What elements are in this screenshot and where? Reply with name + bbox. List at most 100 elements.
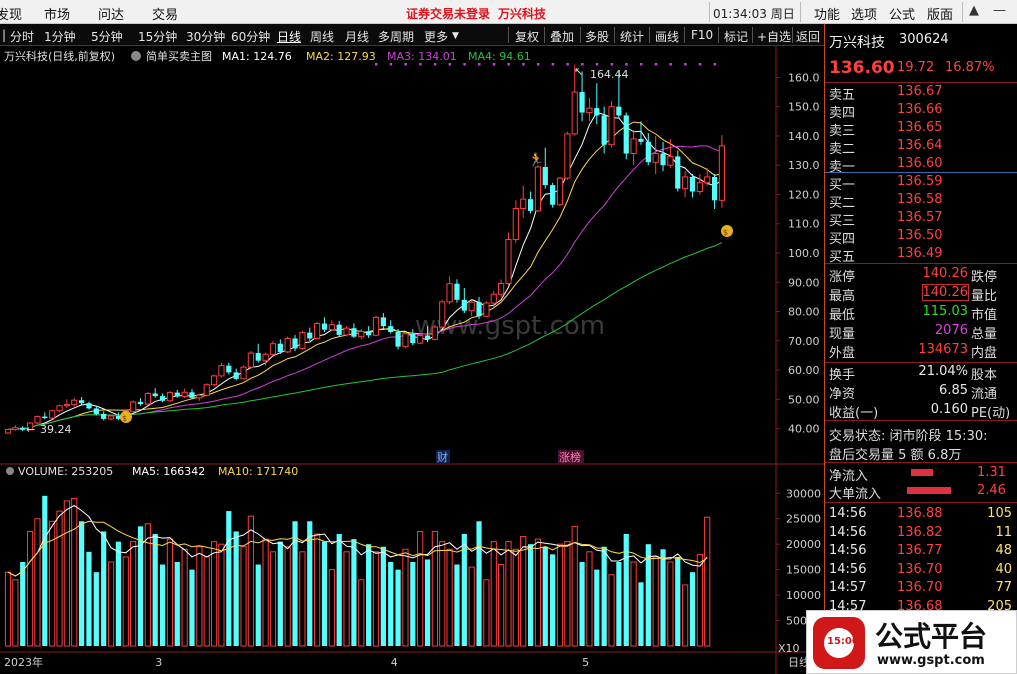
logo-icon-text: 15:00 xyxy=(827,636,859,647)
volume-bar xyxy=(144,523,151,647)
candle xyxy=(79,396,85,405)
finance-badge-text: 财 xyxy=(437,450,448,464)
period-weekly[interactable]: 周线 xyxy=(310,30,335,44)
menu-function[interactable]: 功能 xyxy=(814,8,841,23)
bid-label: 买三 xyxy=(829,214,856,229)
period-multi[interactable]: 多周期 xyxy=(378,30,415,44)
period-15min[interactable]: 15分钟 xyxy=(138,30,178,44)
money-bag-icon[interactable]: $ xyxy=(721,225,733,237)
flow-row[interactable]: 净流入 1.31 xyxy=(825,465,1017,484)
period-daily[interactable]: 日线 xyxy=(277,30,302,44)
period-timeshare[interactable]: 分时 xyxy=(10,30,35,44)
volume-bar xyxy=(307,521,313,646)
candle xyxy=(579,71,585,122)
tool-draw-line[interactable]: 画线 xyxy=(655,30,680,44)
tool-mark[interactable]: 标记 xyxy=(724,30,749,44)
menu-market[interactable]: 市场 xyxy=(44,8,71,23)
bid-row[interactable]: 买三 136.57 xyxy=(825,210,1017,229)
period-1min[interactable]: 1分钟 xyxy=(44,30,76,44)
ask-price: 136.66 xyxy=(897,102,943,117)
candle xyxy=(240,365,247,380)
stat-row[interactable]: 最低 115.03 市值 xyxy=(825,304,1017,323)
logo-name: 公式平台 xyxy=(875,620,988,653)
trade-row[interactable]: 14:56 136.88 105 xyxy=(825,506,1017,524)
trade-time: 14:56 xyxy=(829,561,867,577)
trade-row[interactable]: 14:57 136.70 77 xyxy=(825,580,1017,598)
ask-row[interactable]: 卖五 136.67 xyxy=(825,84,1017,103)
candle xyxy=(314,321,321,340)
indicator-toggle-icon[interactable] xyxy=(131,51,141,61)
trade-row[interactable]: 14:56 136.82 11 xyxy=(825,525,1017,543)
period-60min[interactable]: 60分钟 xyxy=(231,30,271,44)
tool-f10[interactable]: F10 xyxy=(691,28,714,42)
trade-row[interactable]: 14:56 136.70 40 xyxy=(825,562,1017,580)
trade-row[interactable]: 14:56 136.77 48 xyxy=(825,543,1017,561)
stat-row[interactable]: 涨停 140.26 跌停 xyxy=(825,266,1017,285)
toolbar-separator xyxy=(508,27,509,43)
period-more[interactable]: 更多 xyxy=(424,30,449,44)
volume-bar xyxy=(556,543,564,647)
stat-label-right: 市值 xyxy=(971,308,998,323)
menu-discover[interactable]: 发现 xyxy=(0,8,23,23)
menu-wenda[interactable]: 问达 xyxy=(98,8,125,23)
candle xyxy=(34,415,41,425)
volume-bar xyxy=(476,521,482,646)
period-30min[interactable]: 30分钟 xyxy=(186,30,226,44)
flow-row[interactable]: 大单流入 2.46 xyxy=(825,483,1017,502)
ask-row[interactable]: 卖一 136.60 xyxy=(825,156,1017,175)
finance-badge[interactable] xyxy=(436,450,450,464)
money-bag-icon[interactable]: $ xyxy=(120,411,132,423)
volume-bar xyxy=(351,539,357,646)
signal-dot xyxy=(522,63,525,66)
tool-back[interactable]: 返回 xyxy=(796,30,821,44)
tool-overlay[interactable]: 叠加 xyxy=(550,30,575,44)
volume-bar xyxy=(542,546,548,646)
tool-add-watchlist[interactable]: +自选 xyxy=(757,30,792,44)
stat-row[interactable]: 现量 2076 总量 xyxy=(825,323,1017,342)
bid-row[interactable]: 买五 136.49 xyxy=(825,246,1017,265)
volume-toggle-icon[interactable] xyxy=(6,467,14,475)
menu-trade[interactable]: 交易 xyxy=(152,8,179,23)
bid-row[interactable]: 买一 136.59 xyxy=(825,174,1017,193)
menu-options[interactable]: 选项 xyxy=(851,8,878,23)
legend-indicator[interactable]: 简单买卖主图 xyxy=(146,49,212,63)
ask-row[interactable]: 卖二 136.64 xyxy=(825,138,1017,157)
stat2-row[interactable]: 换手 21.04% 股本 xyxy=(825,364,1017,383)
bid-row[interactable]: 买四 136.50 xyxy=(825,228,1017,247)
minimize-icon[interactable]: — xyxy=(993,3,1006,18)
menu-formula[interactable]: 公式 xyxy=(889,8,916,23)
stat-row[interactable]: 外盘 134673 内盘 xyxy=(825,342,1017,361)
trade-row[interactable]: 14:57 136.68 205 xyxy=(825,599,1017,617)
volume-bar xyxy=(262,538,269,647)
login-warning[interactable]: 证券交易未登录 xyxy=(406,7,491,21)
date-label: 5 xyxy=(582,656,589,669)
stat2-row[interactable]: 净资 6.85 流通 xyxy=(825,383,1017,402)
stock-link[interactable]: 万兴科技 xyxy=(498,7,547,21)
tool-statistics[interactable]: 统计 xyxy=(620,30,645,44)
candle xyxy=(292,334,298,352)
tool-restore-right[interactable]: 复权 xyxy=(515,30,540,44)
stat-label: 最低 xyxy=(829,308,856,323)
runner-icon[interactable]: 🏃 xyxy=(528,152,544,168)
tool-multi-stock[interactable]: 多股 xyxy=(585,30,610,44)
high-price-label: 164.44 xyxy=(590,68,629,81)
volume-bar xyxy=(343,551,350,647)
chevron-down-icon[interactable]: ▼ xyxy=(452,31,459,41)
last-price: 136.60 xyxy=(829,58,895,78)
candle xyxy=(307,327,313,341)
kline-chart[interactable]: www.gspt.com 160.0 150.0 140.0 130.0 120.0 11… xyxy=(0,46,824,674)
logo-icon: 15:00 xyxy=(813,617,865,669)
limit-badge[interactable] xyxy=(558,450,584,464)
ask-row[interactable]: 卖三 136.65 xyxy=(825,120,1017,139)
period-monthly[interactable]: 月线 xyxy=(345,30,370,44)
price-tick-label: 40.00 xyxy=(788,423,820,436)
collapse-icon[interactable]: ▲ xyxy=(969,3,979,18)
menu-layout[interactable]: 版面 xyxy=(927,8,954,23)
ask-row[interactable]: 卖四 136.66 xyxy=(825,102,1017,121)
stat2-row[interactable]: 收益(一) 0.160 PE(动) xyxy=(825,402,1017,421)
bid-row[interactable]: 买二 136.58 xyxy=(825,192,1017,211)
price-change-pct: 16.87% xyxy=(945,60,995,75)
stat-row[interactable]: 最高 140.26 量比 xyxy=(825,284,1017,304)
period-5min[interactable]: 5分钟 xyxy=(91,30,123,44)
